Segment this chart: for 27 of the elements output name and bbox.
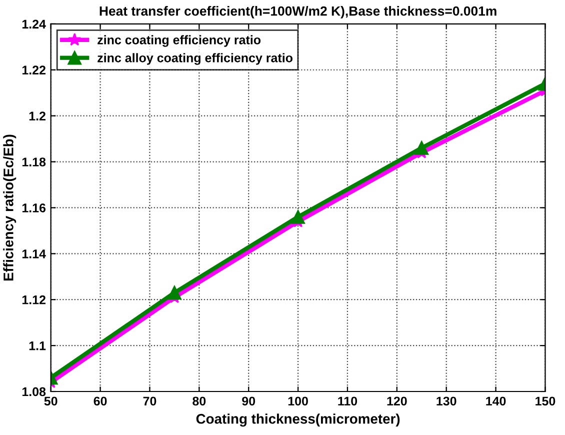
y-tick-label: 1.1: [29, 341, 46, 350]
point: [291, 210, 305, 224]
y-tick-label: 1.12: [22, 295, 46, 304]
x-tick-label: 150: [536, 396, 556, 406]
point: [168, 286, 182, 300]
x-tick-label: 140: [486, 396, 506, 406]
x-tick-label: 100: [288, 396, 308, 406]
x-tick-label: 60: [94, 396, 107, 406]
y-tick-label: 1.08: [22, 387, 46, 396]
y-tick-label: 1.2: [29, 112, 46, 120]
y-tick-label: 1.18: [22, 158, 46, 166]
y-tick-label: 1.24: [22, 20, 46, 28]
x-tick-label: 80: [192, 396, 206, 406]
y-tick-label: 1.14: [22, 250, 46, 258]
x-tick-label: 120: [387, 396, 407, 406]
x-tick-label: 70: [143, 396, 156, 406]
y-tick-label: 1.22: [22, 66, 46, 74]
legend-label: zinc alloy coating efficiency ratio: [98, 53, 292, 65]
x-axis-title: Coating thickness(micrometer): [196, 414, 400, 427]
x-tick-label: 110: [338, 396, 358, 406]
x-tick-label: 50: [44, 396, 58, 406]
y-axis-title: Efficiency ratio(Ec/Eb): [3, 134, 16, 280]
chart-title: Heat transfer coefficient(h=100W/m2 K),Base thickness=0.001m: [100, 6, 496, 18]
x-tick-label: 130: [436, 396, 456, 406]
x-tick-label: 90: [242, 396, 256, 406]
y-tick-label: 1.16: [22, 204, 46, 212]
legend-label: zinc coating efficiency ratio: [98, 35, 261, 47]
